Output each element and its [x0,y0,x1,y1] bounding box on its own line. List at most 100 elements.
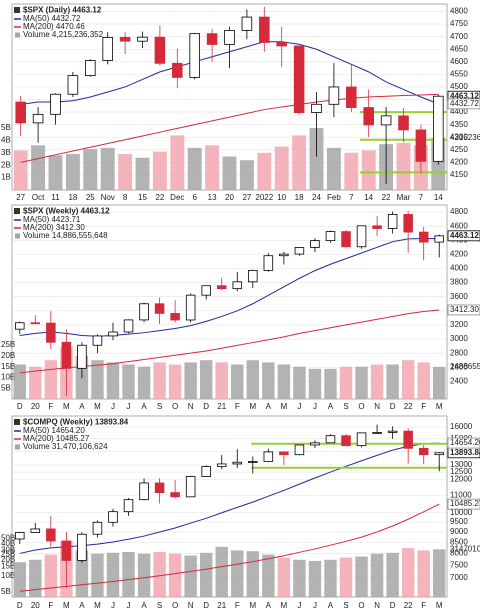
candle-body [15,101,26,124]
candle-body [139,303,149,321]
candle-body [170,492,180,498]
y-tick-label: 4000 [450,264,468,273]
x-tick-label: Feb [327,193,341,202]
legend-swatch [15,32,20,38]
x-tick-label: 14 [364,193,373,202]
y-tick-label: 8500 [450,537,468,546]
price-tag: 4463.12 [450,231,479,240]
candle-body [325,435,336,444]
x-tick-label: 24 [312,193,321,202]
volume-bar [184,555,197,597]
x-tick-label: N [188,601,194,610]
y2-tick-label: 10B [1,373,15,382]
title-icon [14,208,20,214]
candle-body [276,42,287,47]
y-tick-label: 2600 [450,362,468,371]
x-tick-label: 20 [31,601,40,610]
candle-body [310,240,320,248]
x-tick-label: M [63,402,70,411]
x-tick-label: D [17,601,23,610]
volume-bar [168,364,182,399]
x-tick-label: 13 [208,193,217,202]
candle-body [170,313,180,321]
volume-bar [170,135,185,190]
y-tick-label: 2400 [450,376,468,385]
y-tick-label: 3800 [450,278,468,287]
x-tick-label: 20 [31,402,40,411]
x-tick-label: F [421,601,426,610]
x-tick-label: 18 [68,193,77,202]
x-tick-label: F [48,402,53,411]
candle-body [139,482,149,501]
y-tick-label: 4650 [450,44,468,53]
candle-body [185,476,196,498]
volume-bar [361,150,376,190]
volume-bar [326,147,341,190]
candle-body [387,430,398,433]
legend-label: MA(200) 10485.27 [23,434,90,443]
candle-body [123,499,134,513]
price-tag: 4463.12 [450,91,479,100]
x-tick-label: A [328,402,334,411]
candle-body [372,225,382,229]
x-tick-label: J [111,601,115,610]
volume-bar [231,364,244,399]
candle-body [279,451,289,456]
x-tick-label: D [17,402,23,411]
x-tick-label: A [141,402,147,411]
x-tick-label: N [374,402,380,411]
volume-bar [257,152,272,190]
y-tick-label: 12500 [450,467,473,476]
x-tick-label: 22 [404,402,413,411]
y-tick-label: 11000 [450,490,472,499]
candle-body [185,294,196,321]
x-tick-label: M [63,601,70,610]
volume-bar [29,366,42,399]
y2-tick-label: 5B [1,383,11,392]
moving-average-line [19,503,440,592]
candle-body [328,86,340,105]
price-tag: 4432.72 [450,99,479,108]
volume-bar [29,559,42,597]
y-tick-label: 4750 [450,19,468,28]
volume-bar [152,151,167,190]
volume-bar [239,160,254,190]
candle-body [418,231,429,243]
candle-body [108,511,118,523]
y2-tick-label: 10B [1,571,15,580]
legend-label: MA(50) 4432.72 [23,14,81,23]
volume-bar [184,362,197,399]
candle-body [61,540,72,561]
y-tick-label: 13000 [450,460,473,469]
candle-body [294,444,305,456]
volume-bar [417,550,430,597]
y-tick-label: 4600 [450,57,468,66]
candle-body [137,36,148,42]
candle-body [341,231,351,248]
volume-bar [401,360,415,399]
x-tick-label: M [249,601,256,610]
volume-bar [83,149,98,190]
candle-body [293,45,305,113]
y-tick-label: 4800 [450,7,468,16]
volume-bar [231,550,244,597]
y-tick-label: 9500 [450,517,468,526]
y-tick-label: 4700 [450,32,468,41]
candle-body [216,463,227,467]
y2-tick-label: 15B [1,562,15,571]
candle-body [154,303,165,314]
y-tick-label: 3600 [450,292,468,301]
candle-body [387,214,398,229]
y2-tick-label: 20B [1,351,15,360]
x-tick-label: 11 [51,193,60,202]
x-tick-label: M [436,601,443,610]
x-tick-label: 10 [277,193,286,202]
x-tick-label: J [127,402,131,411]
candle-body [248,269,258,283]
candle-body [108,331,118,337]
candle-body [294,247,305,255]
x-tick-label: D [203,601,209,610]
x-tick-label: S [157,601,162,610]
candle-body [201,466,211,477]
